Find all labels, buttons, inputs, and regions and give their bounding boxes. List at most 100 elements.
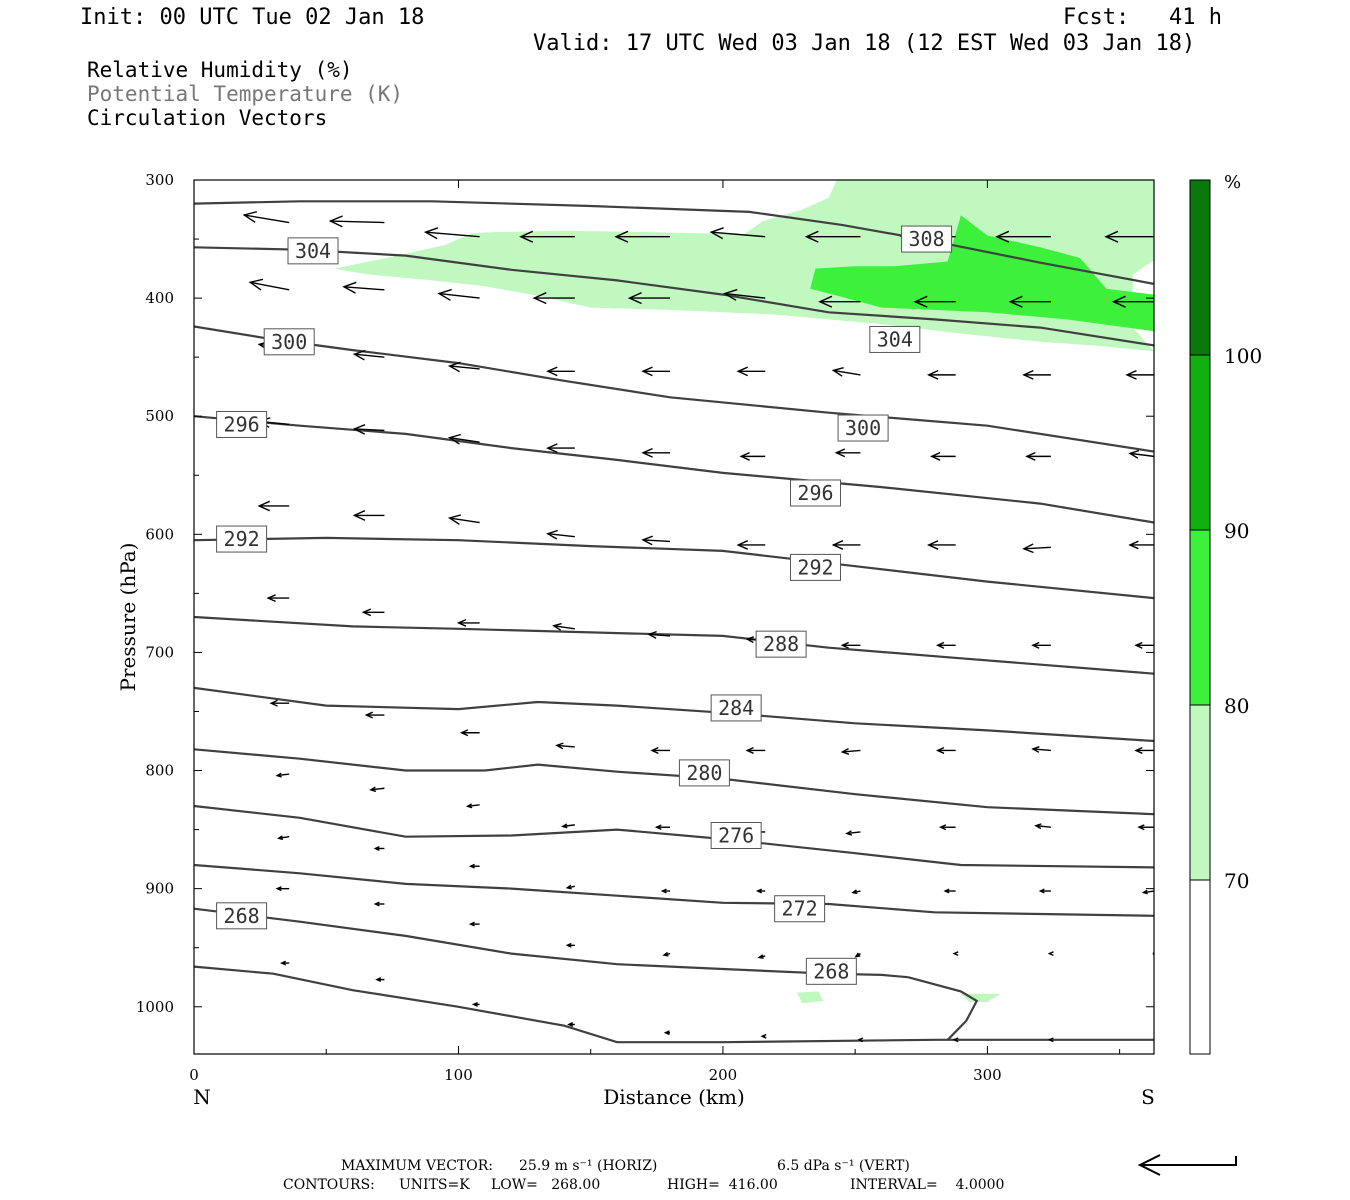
x-tick-label: 100 (444, 1066, 473, 1084)
theta-label-284: 284 (710, 694, 762, 722)
rh-region-70-80-2 (797, 991, 824, 1004)
circulation-vector (641, 447, 671, 458)
theta-contour-272 (194, 863, 1154, 917)
vector-field-label: Circulation Vectors (87, 106, 328, 130)
x-tick-label: 200 (709, 1066, 738, 1084)
circulation-vector (722, 288, 766, 301)
circulation-vector (995, 230, 1051, 243)
circulation-vector (1047, 951, 1054, 957)
circulation-vector (248, 278, 290, 291)
x-axis-title: Distance (km) (603, 1085, 745, 1109)
y-tick-label: 400 (145, 289, 174, 307)
svg-text:300: 300 (845, 416, 881, 440)
circulation-vector (437, 288, 480, 301)
circulation-vector (851, 889, 861, 895)
theta-label-292: 292 (216, 525, 268, 553)
svg-text:268: 268 (224, 904, 260, 928)
x-tick-label: 300 (973, 1066, 1002, 1084)
contour-high: HIGH= 416.00 (667, 1177, 778, 1193)
circulation-vector (804, 230, 861, 243)
forecast-hour: Fcst: 41 h (1063, 5, 1222, 30)
circulation-vector (567, 1022, 575, 1027)
theta-contour-296 (194, 415, 1154, 524)
y-tick-label: 900 (145, 880, 174, 898)
theta-contour-300 (194, 325, 1154, 453)
circulation-vector (373, 846, 385, 851)
circulation-vector (1034, 823, 1051, 830)
max-vert-value: 6.5 dPa s⁻¹ (VERT) (777, 1158, 910, 1174)
circulation-vector (1134, 641, 1154, 649)
circulation-vector (468, 863, 480, 869)
circulation-vector (519, 230, 575, 243)
contour-interval: INTERVAL= 4.0000 (850, 1177, 1005, 1193)
theta-contour-280 (194, 748, 1154, 816)
circulation-vector (857, 1037, 864, 1043)
y-tick-label: 1000 (136, 998, 174, 1016)
circulation-vector (739, 451, 766, 461)
circulation-vector (927, 540, 956, 550)
colorbar-segment (1189, 354, 1211, 531)
circulation-vector (627, 292, 671, 305)
y-tick-label: 500 (145, 407, 174, 425)
circulation-vector (660, 888, 671, 894)
circulation-vector (447, 433, 480, 445)
circulation-vector (373, 901, 385, 907)
theta-contour-304 (194, 246, 1154, 347)
circulation-vector (927, 369, 956, 380)
svg-text:304: 304 (295, 239, 331, 263)
circulation-vector (930, 451, 956, 461)
colorbar-unit: % (1224, 172, 1241, 193)
rh-region-80-90-1 (810, 215, 1154, 332)
svg-text:272: 272 (782, 897, 818, 921)
circulation-vector (328, 215, 385, 228)
colorbar-segment (1189, 704, 1211, 881)
reference-vector-icon (1137, 1154, 1237, 1176)
theta-label-276: 276 (710, 822, 762, 849)
circulation-vector (650, 746, 671, 754)
theta-label-288: 288 (755, 630, 807, 658)
circulation-vector (459, 729, 480, 737)
circulation-vector (1031, 746, 1051, 753)
rh-field-label: Relative Humidity (%) (87, 58, 353, 82)
y-axis-title: Pressure (hPa) (116, 543, 140, 692)
circulation-vector (447, 361, 480, 373)
theta-label-272: 272 (774, 895, 826, 923)
svg-text:300: 300 (271, 330, 307, 354)
circulation-vector (936, 746, 956, 754)
circulation-vector (561, 823, 575, 829)
theta-contour-308 (194, 200, 1154, 285)
init-time: Init: 00 UTC Tue 02 Jan 18 (80, 5, 425, 30)
circulation-vector (1128, 449, 1154, 459)
theta-contour-276 (194, 804, 1154, 869)
circulation-vector (1137, 824, 1154, 831)
circulation-vector (760, 1033, 767, 1039)
theta-field-label: Potential Temperature (K) (87, 82, 404, 106)
circulation-vector (1025, 451, 1051, 461)
circulation-vector (565, 884, 575, 890)
circulation-vector (952, 951, 959, 957)
circulation-vector (1008, 295, 1051, 308)
circulation-vector (352, 349, 385, 361)
circulation-vector (913, 295, 956, 308)
circulation-vector (831, 367, 861, 377)
circulation-vector (736, 366, 766, 377)
theta-label-304: 304 (869, 325, 921, 353)
contour-units: UNITS=K (399, 1177, 470, 1193)
circulation-vector (1038, 888, 1051, 894)
circulation-vector (279, 960, 290, 966)
x-tick-label: 0 (189, 1066, 199, 1084)
plot-frame (193, 179, 1155, 1055)
theta-label-268: 268 (216, 902, 268, 930)
circulation-vector (818, 295, 861, 308)
svg-text:292: 292 (224, 527, 260, 551)
theta-label-304: 304 (287, 237, 339, 265)
circulation-vector (375, 977, 385, 983)
circulation-vector (275, 772, 290, 778)
colorbar-level-label: 90 (1224, 519, 1249, 543)
theta-label-300: 300 (837, 414, 889, 442)
circulation-vector (757, 954, 766, 959)
circulation-vector (342, 281, 385, 294)
circulation-vector (456, 618, 480, 627)
circulation-vector (364, 711, 385, 719)
svg-text:292: 292 (797, 555, 833, 579)
